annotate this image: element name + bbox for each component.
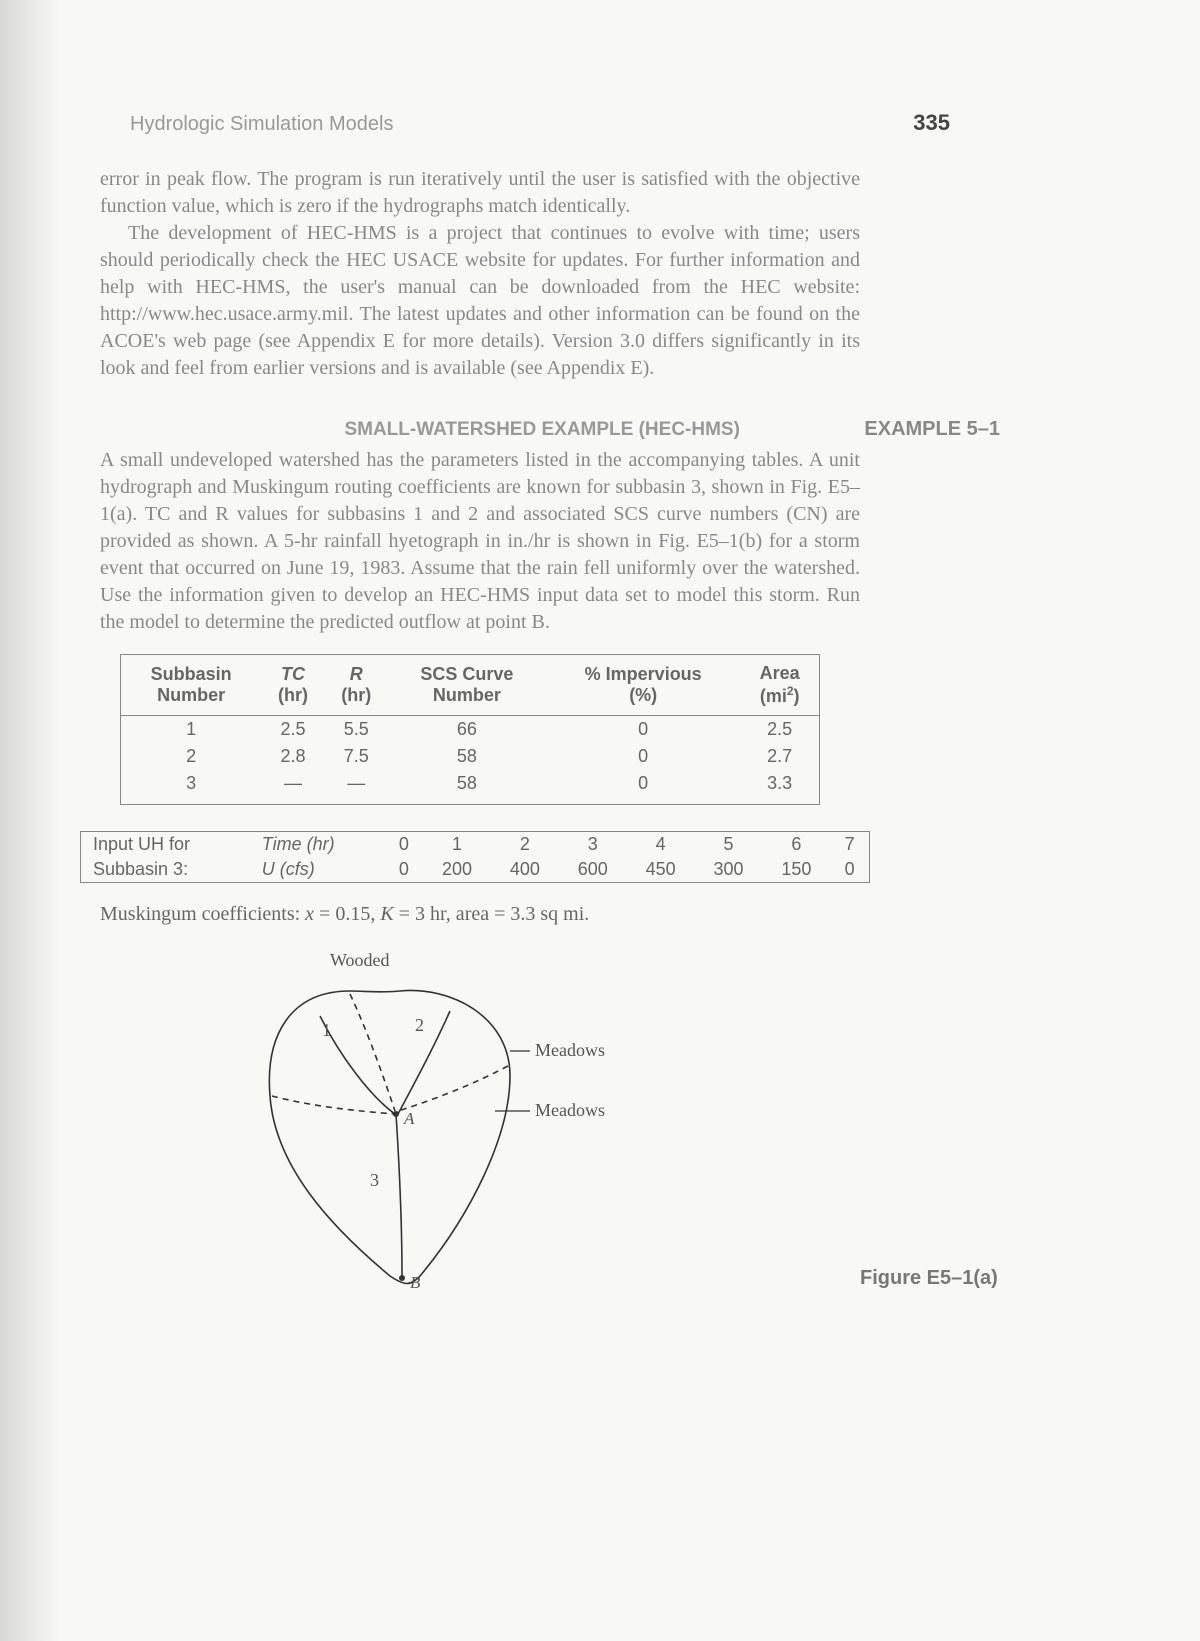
- cell: 300: [695, 857, 763, 883]
- figure-row: Wooded 1 2 3 A B Meadows Meadows Figure …: [100, 936, 1100, 1296]
- subbasin-table: SubbasinNumber TC(hr) R(hr) SCS CurveNum…: [120, 654, 820, 805]
- cell: 5: [695, 832, 763, 858]
- cell: 1: [121, 716, 262, 744]
- label-1: 1: [322, 1020, 331, 1040]
- cell: 2: [491, 832, 559, 858]
- stream-2: [398, 1011, 450, 1114]
- cell: 2.7: [740, 743, 819, 770]
- cell: 7: [830, 832, 869, 858]
- label-2: 2: [415, 1015, 424, 1035]
- cell: 3: [121, 770, 262, 805]
- table-row: 2 2.8 7.5 58 0 2.7: [121, 743, 820, 770]
- cell: 0: [546, 743, 740, 770]
- subbasin-table-body: 1 2.5 5.5 66 0 2.5 2 2.8 7.5 58 0 2.7 3 …: [121, 716, 820, 805]
- label-b: B: [410, 1273, 421, 1292]
- table-row: Subbasin 3: U (cfs) 0 200 400 600 450 30…: [81, 857, 870, 883]
- col-r: R(hr): [325, 655, 388, 716]
- section-title: SMALL-WATERSHED EXAMPLE (HEC-HMS): [100, 419, 864, 441]
- watershed-outline: [269, 990, 510, 1283]
- label-meadows-1: Meadows: [535, 1040, 605, 1060]
- paragraph-2: The development of HEC-HMS is a project …: [100, 220, 860, 382]
- cell: 600: [559, 857, 627, 883]
- cell: 66: [388, 716, 546, 744]
- stream-1: [320, 1016, 395, 1114]
- paragraph-1: error in peak flow. The program is run i…: [100, 166, 860, 220]
- cell: 0: [546, 770, 740, 805]
- col-imperv: % Impervious(%): [546, 655, 740, 716]
- cell: 58: [388, 743, 546, 770]
- cell: 3: [559, 832, 627, 858]
- table-row: 1 2.5 5.5 66 0 2.5: [121, 716, 820, 744]
- divide-2-3: [398, 1066, 508, 1111]
- label-a: A: [403, 1109, 415, 1128]
- example-label: EXAMPLE 5–1: [864, 418, 1000, 441]
- cell: 2.5: [261, 716, 324, 744]
- cell: 1: [423, 832, 491, 858]
- cell: 200: [423, 857, 491, 883]
- label-3: 3: [370, 1170, 379, 1190]
- cell: 58: [388, 770, 546, 805]
- cell: 150: [762, 857, 830, 883]
- watershed-figure: Wooded 1 2 3 A B Meadows Meadows: [180, 936, 640, 1296]
- table-row: 3 — — 58 0 3.3: [121, 770, 820, 805]
- node-b: [399, 1275, 405, 1281]
- col-area: Area(mi2): [740, 655, 819, 716]
- muskingum-note: Muskingum coefficients: x = 0.15, K = 3 …: [100, 903, 1100, 926]
- label-meadows-2: Meadows: [535, 1100, 605, 1120]
- cell: 3.3: [740, 770, 819, 805]
- page-number: 335: [913, 110, 950, 136]
- cell: —: [325, 770, 388, 805]
- cell: —: [261, 770, 324, 805]
- cell: 2.5: [740, 716, 819, 744]
- col-subbasin: SubbasinNumber: [121, 655, 262, 716]
- cell: 0: [546, 716, 740, 744]
- page: Hydrologic Simulation Models 335 error i…: [0, 0, 1200, 1641]
- cell: 6: [762, 832, 830, 858]
- uh-label-1: Input UH for: [81, 832, 254, 858]
- cell: 2: [121, 743, 262, 770]
- cell: 450: [627, 857, 695, 883]
- stream-3: [396, 1114, 402, 1276]
- uh-table: Input UH for Time (hr) 0 1 2 3 4 5 6 7 S…: [80, 831, 870, 883]
- table-row: Input UH for Time (hr) 0 1 2 3 4 5 6 7: [81, 832, 870, 858]
- cell: 0: [830, 857, 869, 883]
- scan-shadow: [0, 0, 60, 1641]
- cell: 5.5: [325, 716, 388, 744]
- cell: 0: [385, 857, 423, 883]
- cell: 4: [627, 832, 695, 858]
- page-header: Hydrologic Simulation Models 335: [100, 110, 1100, 136]
- section-heading-row: SMALL-WATERSHED EXAMPLE (HEC-HMS) EXAMPL…: [100, 418, 1000, 441]
- cell: 400: [491, 857, 559, 883]
- table-header-row: SubbasinNumber TC(hr) R(hr) SCS CurveNum…: [121, 655, 820, 716]
- uh-label-2: Subbasin 3:: [81, 857, 254, 883]
- label-wooded: Wooded: [330, 950, 390, 970]
- col-tc: TC(hr): [261, 655, 324, 716]
- example-text: A small undeveloped watershed has the pa…: [100, 447, 860, 636]
- cell: 2.8: [261, 743, 324, 770]
- cell: 7.5: [325, 743, 388, 770]
- body-text: error in peak flow. The program is run i…: [100, 166, 860, 382]
- example-paragraph: A small undeveloped watershed has the pa…: [100, 449, 860, 633]
- uh-time-label: Time (hr): [254, 832, 385, 858]
- running-head: Hydrologic Simulation Models: [130, 113, 393, 136]
- uh-u-label: U (cfs): [254, 857, 385, 883]
- cell: 0: [385, 832, 423, 858]
- figure-caption: Figure E5–1(a): [860, 1267, 998, 1290]
- node-a: [393, 1111, 399, 1117]
- col-scs: SCS CurveNumber: [388, 655, 546, 716]
